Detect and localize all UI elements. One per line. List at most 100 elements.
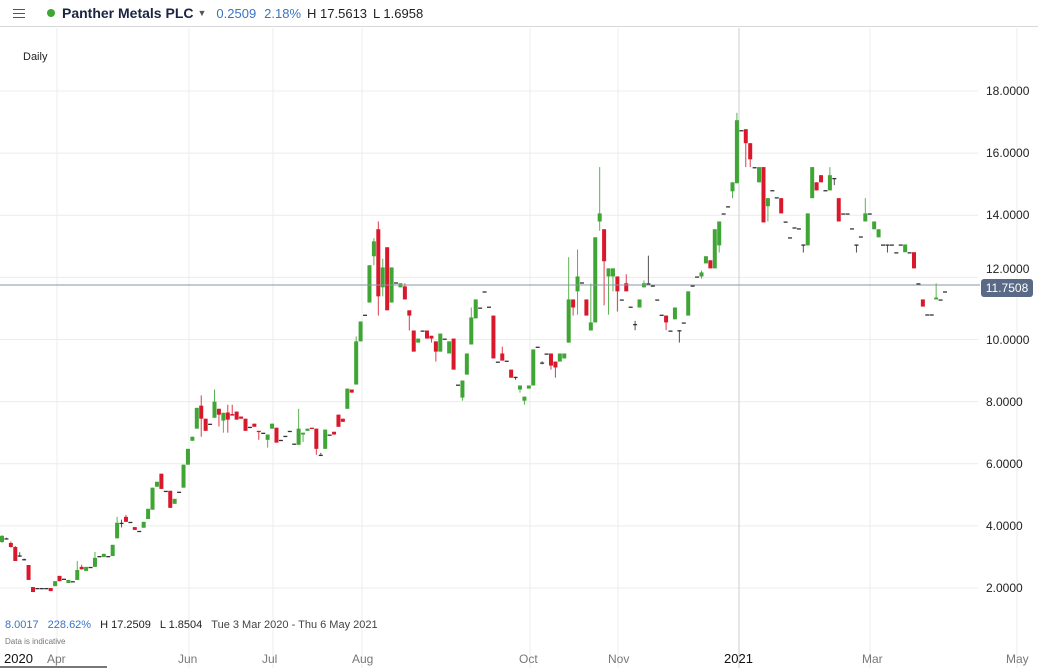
candle (208, 423, 213, 425)
candle (394, 282, 399, 284)
candle-body (783, 221, 788, 223)
candle-body (128, 521, 133, 524)
candle-body (491, 315, 496, 359)
candle-body (385, 247, 390, 311)
candle-body (402, 286, 407, 300)
candle-body (292, 443, 297, 445)
candle-body (593, 237, 598, 323)
x-axis-scroll-handle[interactable] (0, 666, 107, 668)
candle-body (761, 167, 766, 223)
header-low: L 1.6958 (373, 5, 424, 21)
period-label[interactable]: Daily (23, 51, 48, 63)
candle-body (309, 427, 314, 430)
y-tick-label: 12.0000 (986, 262, 1030, 276)
candle-body (30, 587, 35, 593)
candle (367, 265, 372, 303)
candle-body (35, 588, 40, 590)
candle (819, 175, 824, 183)
candle (633, 320, 638, 331)
candle (606, 268, 611, 315)
candle-body (752, 167, 757, 169)
y-tick-label: 16.0000 (986, 146, 1030, 160)
candle-body (668, 330, 673, 332)
candle (881, 244, 886, 246)
candle-body (628, 306, 633, 308)
candle (30, 587, 35, 593)
candle-body (469, 317, 474, 345)
candle (146, 508, 151, 520)
candle-body (137, 530, 142, 533)
y-tick-label: 14.0000 (986, 208, 1030, 222)
candle-body (655, 299, 660, 301)
candle-body (17, 555, 22, 557)
candle (177, 491, 182, 494)
candle-body (748, 143, 753, 160)
candle (544, 353, 549, 355)
candle-body (181, 464, 186, 488)
candle-body (225, 412, 230, 420)
candle (513, 376, 518, 380)
candle-body (721, 213, 726, 215)
candle-body (283, 435, 288, 438)
candle (292, 443, 297, 445)
candle (79, 564, 84, 570)
instrument-name[interactable]: Panther Metals PLC (62, 5, 194, 21)
candle (610, 268, 615, 292)
candle (584, 299, 589, 316)
candle (119, 519, 124, 528)
y-tick-label: 6.0000 (986, 457, 1023, 471)
current-price-label: 11.7508 (981, 279, 1033, 297)
candle (478, 307, 483, 309)
candle (491, 315, 496, 359)
candle (57, 575, 62, 582)
candle-body (517, 385, 522, 390)
candle-body (22, 559, 27, 561)
candle-body (442, 338, 447, 340)
candle-body (323, 429, 328, 449)
candle-body (743, 129, 748, 144)
candle-body (912, 252, 917, 269)
candle-body (256, 430, 261, 433)
candle (668, 330, 673, 332)
candle (172, 498, 177, 504)
candle (349, 389, 354, 393)
candle-body (943, 291, 947, 293)
candle (894, 252, 899, 254)
x-tick-label: Jul (262, 652, 278, 666)
candle-body (371, 241, 376, 257)
candle-body (823, 190, 828, 192)
candle (132, 527, 137, 530)
candle (801, 244, 806, 253)
candle-body (535, 346, 540, 348)
candle-body (920, 299, 925, 307)
candle-body (345, 388, 350, 409)
candle (575, 249, 580, 315)
candle (433, 341, 438, 362)
candle-body (380, 267, 385, 288)
chevron-down-icon[interactable]: ▼ (197, 8, 207, 18)
candle-body (717, 221, 722, 246)
candle-body (363, 314, 368, 316)
candle-body (53, 581, 58, 587)
candle-body (75, 569, 80, 580)
candle-body (221, 412, 226, 421)
hamburger-icon[interactable] (13, 8, 25, 18)
candle (451, 338, 456, 370)
candle (748, 143, 753, 168)
candle (850, 228, 855, 230)
candle (522, 396, 527, 405)
candle-body (4, 538, 9, 540)
candle-body (172, 498, 177, 504)
candle-body (610, 268, 615, 277)
candle (66, 579, 71, 584)
candle (920, 299, 925, 307)
candle-body (234, 411, 239, 420)
header-change: 0.2509 (216, 5, 257, 21)
candle (810, 167, 815, 199)
candle (486, 306, 491, 308)
candle-body (925, 314, 930, 316)
candle (44, 588, 49, 590)
candle-body (619, 299, 624, 301)
candle-body (265, 434, 270, 440)
